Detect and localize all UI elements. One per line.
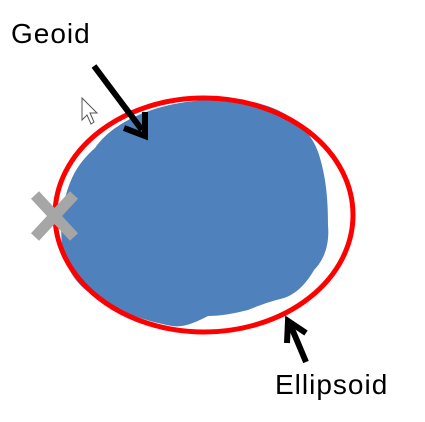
geoid-label: Geoid [11, 18, 91, 49]
ellipsoid-arrow [284, 315, 309, 364]
mouse-pointer-icon [81, 96, 99, 125]
ellipsoid-label: Ellipsoid [275, 369, 389, 400]
geoid-shape [61, 99, 329, 327]
geoid-arrow [91, 64, 148, 141]
x-mark-icon [30, 191, 79, 241]
